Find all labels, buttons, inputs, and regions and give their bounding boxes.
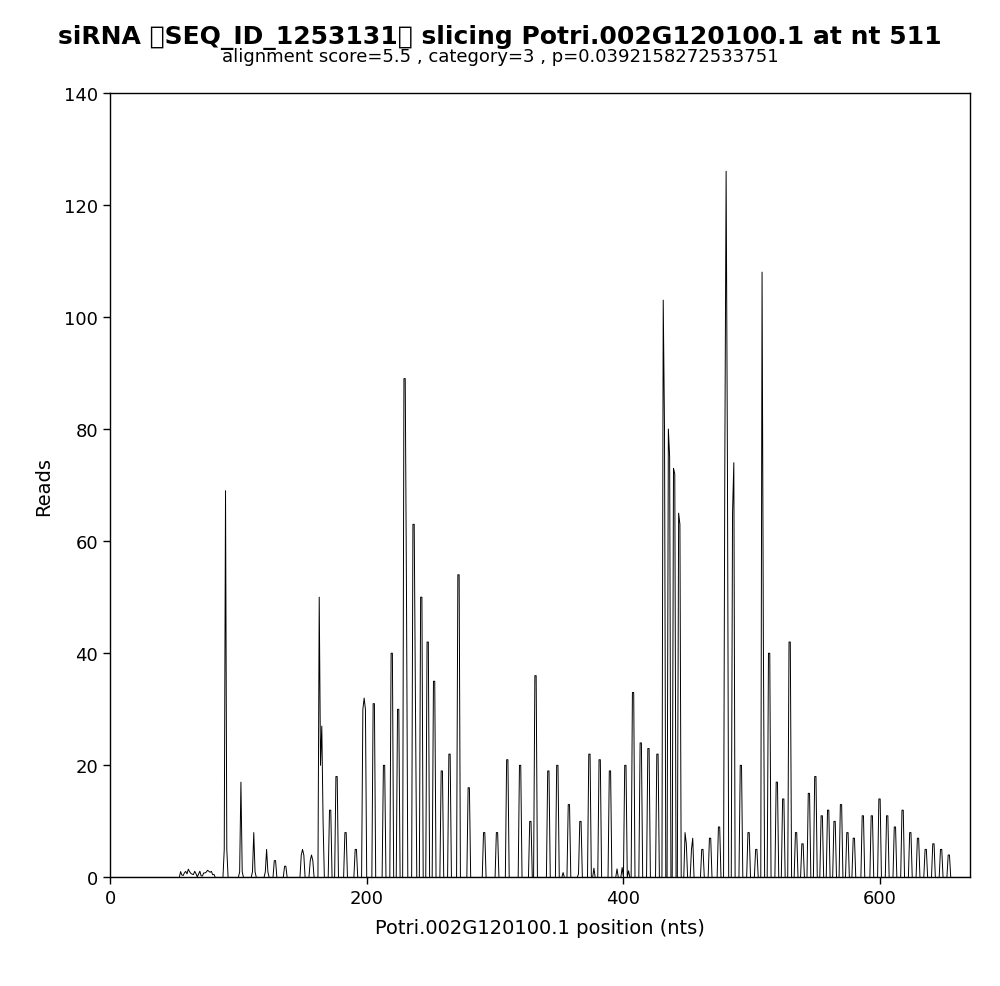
Text: siRNA （SEQ_ID_1253131） slicing Potri.002G120100.1 at nt 511: siRNA （SEQ_ID_1253131） slicing Potri.002… <box>58 25 942 49</box>
Text: alignment score=5.5 , category=3 , p=0.0392158272533751: alignment score=5.5 , category=3 , p=0.0… <box>222 48 778 66</box>
Y-axis label: Reads: Reads <box>34 457 53 515</box>
X-axis label: Potri.002G120100.1 position (nts): Potri.002G120100.1 position (nts) <box>375 918 705 938</box>
